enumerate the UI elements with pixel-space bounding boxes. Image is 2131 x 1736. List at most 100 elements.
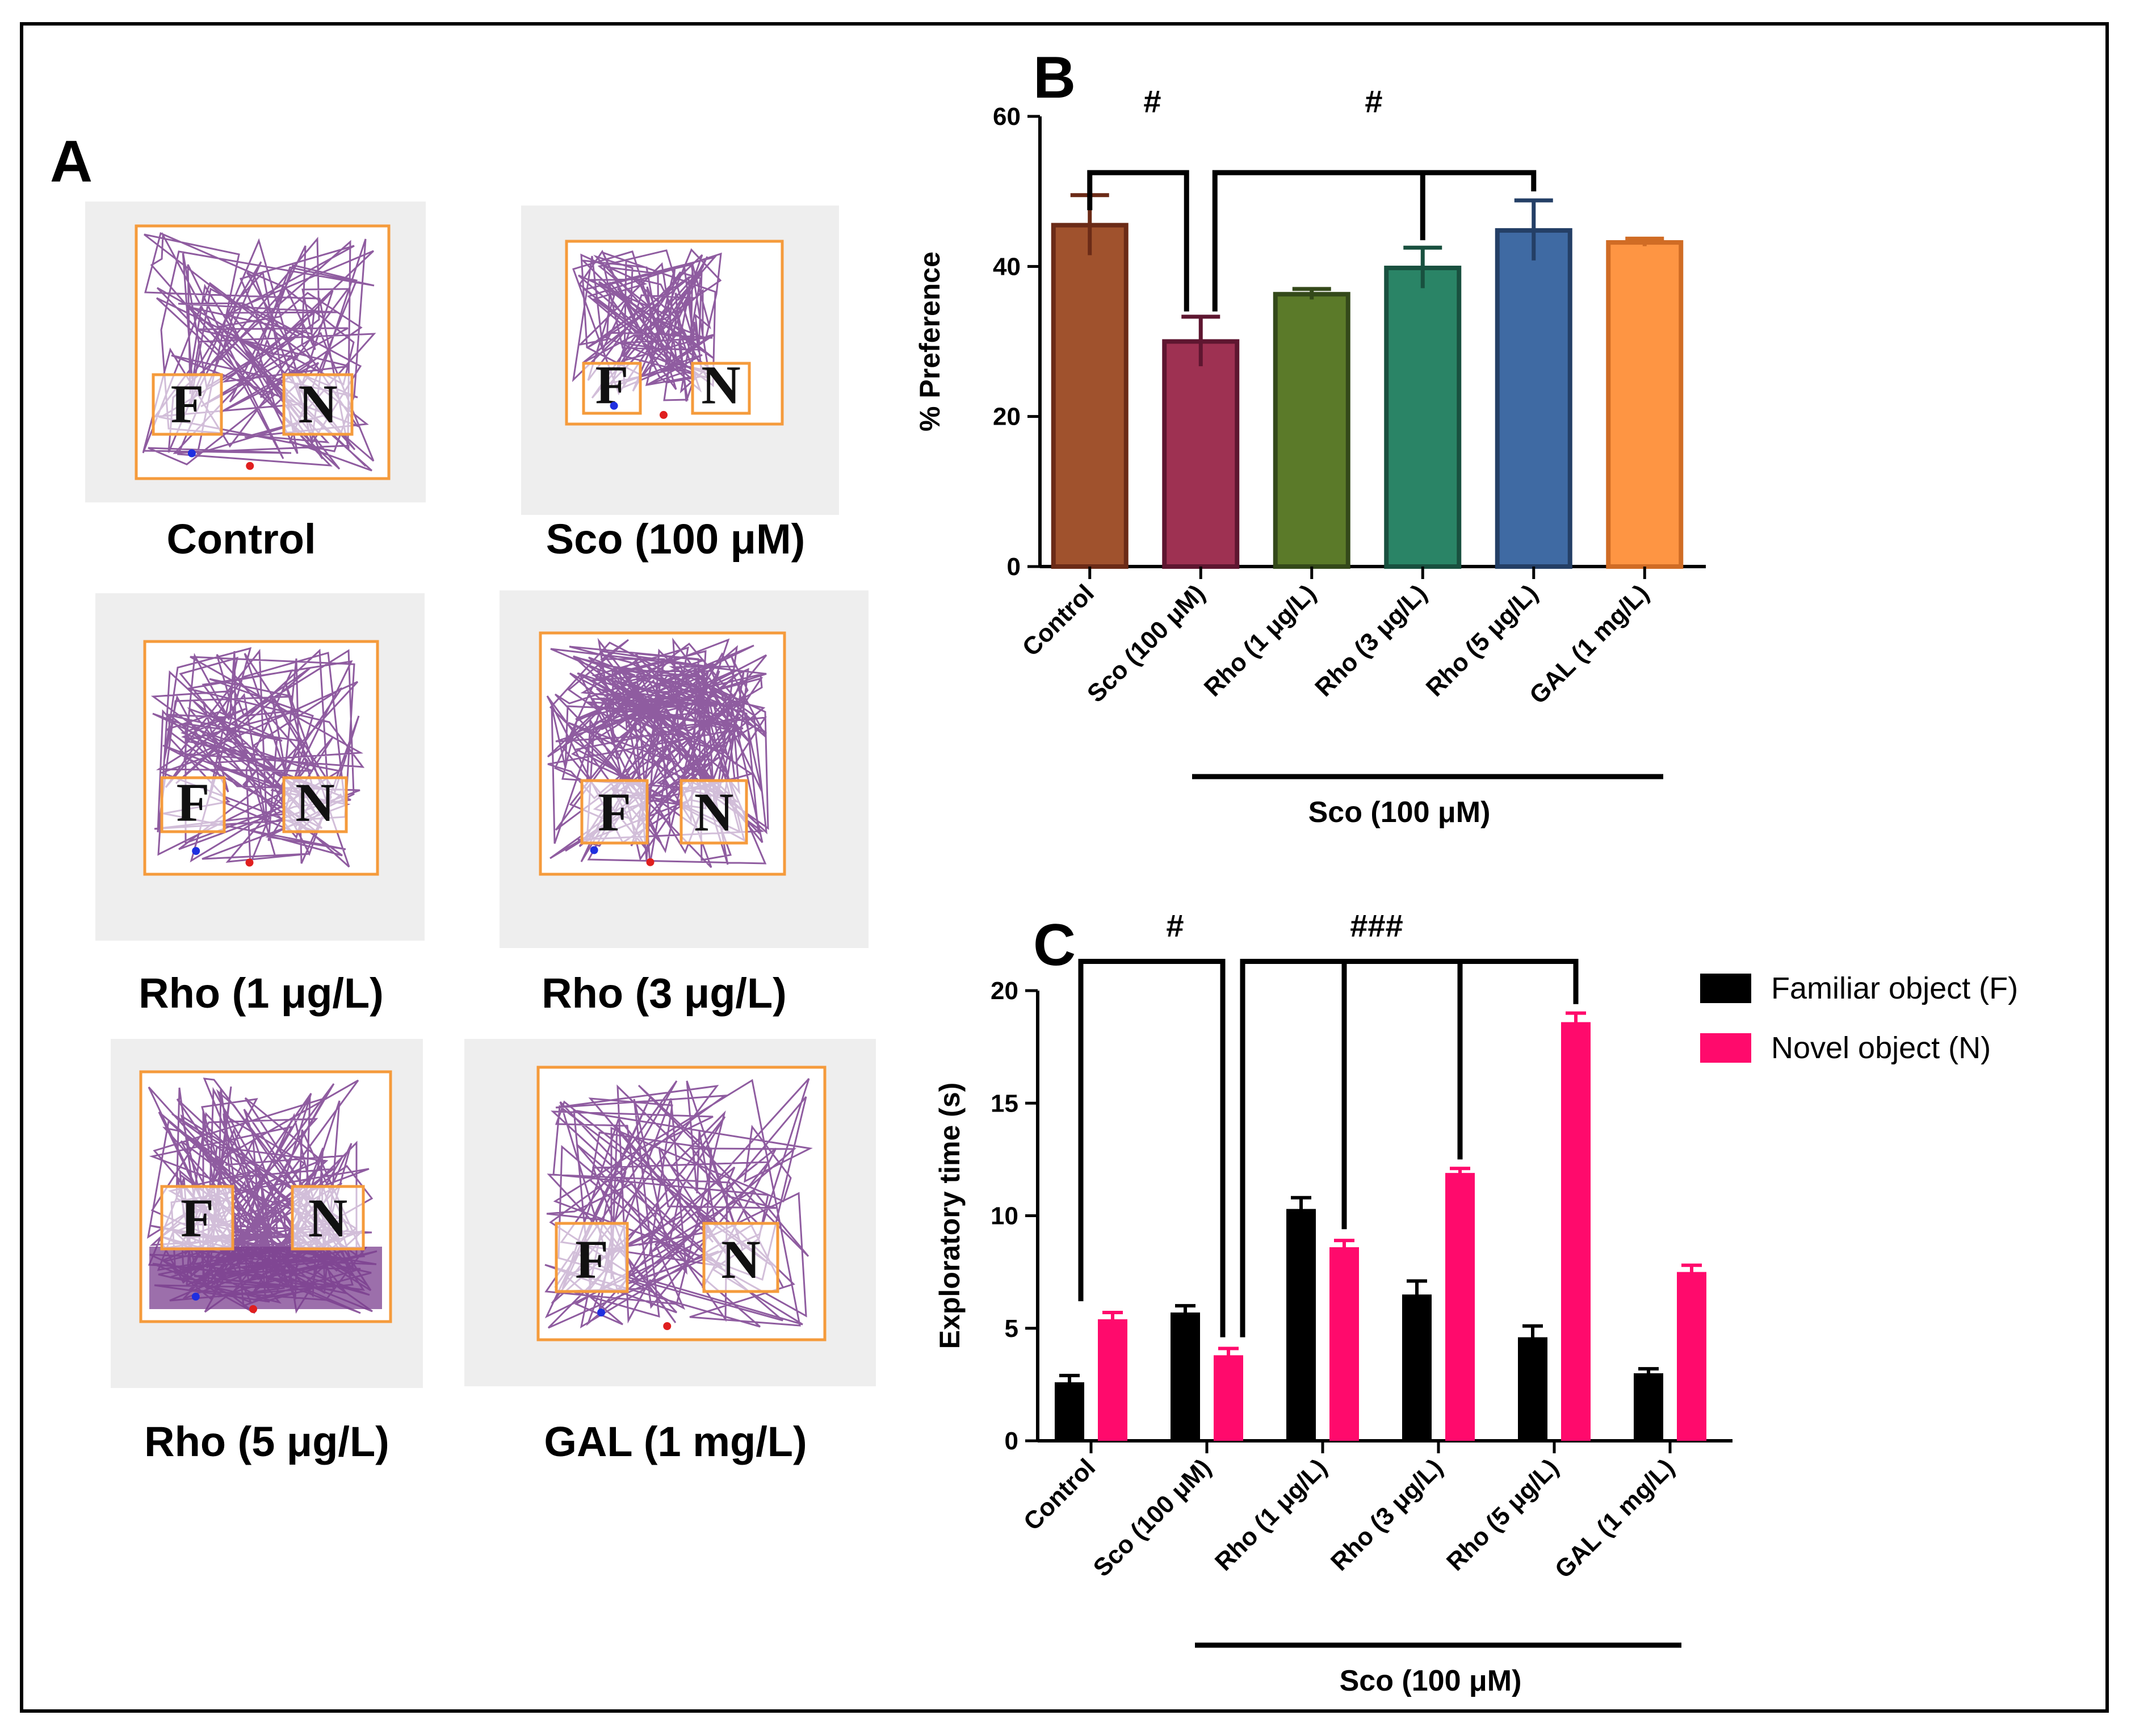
- novel-object-zone: [679, 779, 748, 845]
- chart-c-bracket-1: [1078, 958, 1226, 1337]
- chart-c-y-tick-label: 5: [1005, 1315, 1018, 1343]
- chart-c-bar-familiar-4: [1402, 1294, 1432, 1441]
- end-marker: [245, 858, 254, 867]
- start-marker: [191, 1293, 200, 1301]
- swim-track: [546, 638, 769, 869]
- start-marker: [597, 1309, 606, 1316]
- chart-b-bar-3: [1273, 292, 1350, 569]
- chart-c-significance-2: ###: [1350, 908, 1403, 944]
- chart-c-bar-novel-3: [1329, 1247, 1359, 1441]
- chart-b-y-tick-label: 60: [993, 103, 1021, 131]
- novel-object-letter: N: [298, 374, 337, 434]
- thumbnail-label: Rho (5 μg/L): [144, 1418, 389, 1465]
- figure-border: [20, 22, 2109, 1713]
- novel-object-zone: [291, 1185, 365, 1251]
- chart-c-bar-familiar-6: [1634, 1373, 1663, 1441]
- swim-track: [572, 248, 722, 402]
- chart-c-y-tick-label: 15: [991, 1089, 1018, 1117]
- chart-b-bracket-1: [1087, 170, 1189, 312]
- chart-c-bar-familiar-1: [1055, 1382, 1084, 1441]
- thumbnail-grid: F N Control F N Sco (100 μM) F N Rho (1 μg/L) F N R…: [85, 202, 876, 1465]
- chart-c-bar-novel-4: [1445, 1173, 1475, 1441]
- novel-object-letter: N: [694, 782, 733, 842]
- chart-c-bracket-2: [1240, 958, 1579, 1337]
- chart-b-bar-2: [1162, 339, 1240, 569]
- chart-c-significance-1: #: [1166, 908, 1184, 944]
- familiar-object-zone: [152, 373, 223, 436]
- familiar-object-zone: [555, 1222, 629, 1293]
- start-marker: [590, 846, 598, 854]
- familiar-object-letter: F: [177, 772, 210, 833]
- chart-c-legend-swatch-1: [1700, 974, 1751, 1003]
- chart-c-y-axis-title: Exploratory time (s): [934, 1083, 966, 1349]
- start-marker: [610, 401, 618, 410]
- familiar-object-zone: [160, 1185, 234, 1251]
- chart-b-y-axis-title: % Preference: [914, 251, 946, 431]
- chart-b-y-tick-label: 20: [993, 403, 1021, 431]
- novel-object-zone: [702, 1222, 779, 1293]
- thumbnail-label: Control: [166, 515, 316, 563]
- familiar-object-letter: F: [181, 1188, 214, 1248]
- familiar-object-letter: F: [598, 782, 631, 842]
- thumbnail-label: Sco (100 μM): [546, 515, 806, 563]
- chart-c-bar-familiar-5: [1518, 1337, 1547, 1441]
- thumbnail-label: Rho (3 μg/L): [542, 970, 787, 1017]
- chart-c-y-tick-label: 20: [991, 977, 1018, 1005]
- start-marker: [192, 847, 200, 855]
- swim-track: [150, 647, 365, 868]
- chart-c-legend-label-1: Familiar object (F): [1771, 971, 2018, 1005]
- chart-b-bar-5: [1495, 228, 1572, 569]
- chart-c-bar-novel-2: [1214, 1355, 1243, 1441]
- familiar-object-zone: [580, 779, 649, 845]
- chart-b-y-tick-label: 0: [1007, 553, 1021, 581]
- chart-b-significance-1: #: [1143, 83, 1161, 119]
- end-marker: [660, 410, 668, 419]
- end-marker: [246, 462, 254, 470]
- thumbnail-4: F N Rho (3 μg/L): [500, 590, 869, 1017]
- chart-c-bar-familiar-2: [1171, 1312, 1200, 1441]
- chart-b-group-label: Sco (100 μM): [1308, 796, 1491, 829]
- novel-object-zone: [282, 373, 354, 436]
- chart-c-y-tick-label: 0: [1005, 1427, 1018, 1455]
- thumbnail-5: F N Rho (5 μg/L): [111, 1039, 423, 1465]
- panel-a-letter: A: [50, 129, 93, 195]
- chart-b-bracket-2: [1212, 170, 1537, 312]
- novel-object-letter: N: [721, 1229, 760, 1290]
- thumbnail-label: Rho (1 μg/L): [139, 970, 384, 1017]
- novel-object-zone: [691, 362, 751, 415]
- thumbnail-label: GAL (1 mg/L): [544, 1418, 807, 1465]
- chart-c-y-tick-label: 10: [991, 1202, 1018, 1230]
- novel-object-zone: [282, 776, 348, 833]
- novel-object-letter: N: [701, 354, 740, 415]
- familiar-object-letter: F: [575, 1229, 609, 1290]
- chart-c-legend-label-2: Novel object (N): [1771, 1031, 1991, 1065]
- chart-c-bar-novel-6: [1677, 1272, 1706, 1441]
- chart-c-bar-familiar-3: [1286, 1209, 1316, 1441]
- chart-b-significance-2: #: [1365, 83, 1382, 119]
- end-marker: [663, 1322, 672, 1330]
- start-marker: [187, 449, 196, 458]
- familiar-object-zone: [160, 776, 226, 833]
- thumbnail-6: F N GAL (1 mg/L): [464, 1039, 876, 1465]
- chart-c-bar-novel-1: [1098, 1319, 1127, 1441]
- chart-c-group-label: Sco (100 μM): [1340, 1664, 1522, 1697]
- thumbnail-3: F N Rho (1 μg/L): [95, 593, 425, 1017]
- end-marker: [646, 858, 655, 866]
- chart-b-bar-4: [1384, 265, 1462, 569]
- novel-object-letter: N: [295, 772, 334, 833]
- chart-b-bar-6: [1606, 240, 1684, 569]
- swim-track-dense-region: [149, 1247, 382, 1309]
- chart-c-bar-novel-5: [1561, 1022, 1591, 1441]
- novel-object-letter: N: [308, 1188, 347, 1248]
- panel-c-letter: C: [1033, 912, 1076, 978]
- chart-b-bar-1: [1051, 223, 1129, 569]
- chart-c-legend-swatch-2: [1700, 1033, 1751, 1063]
- chart-b-y-tick-label: 40: [993, 253, 1021, 280]
- familiar-object-letter: F: [171, 374, 204, 434]
- end-marker: [249, 1305, 257, 1313]
- thumbnail-1: F N Control: [85, 202, 426, 563]
- panel-b-letter: B: [1033, 45, 1076, 111]
